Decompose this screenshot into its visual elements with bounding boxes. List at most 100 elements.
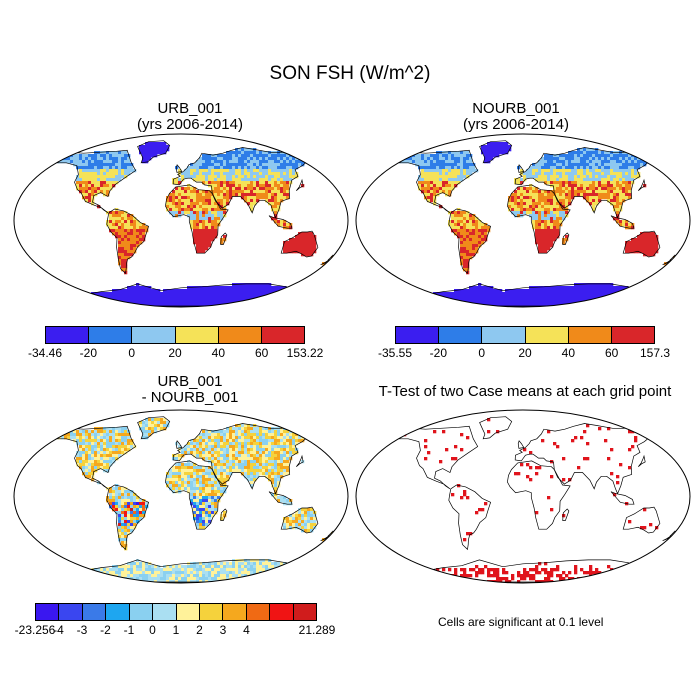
grid-cell <box>97 451 101 455</box>
grid-cell <box>118 151 122 155</box>
grid-cell <box>241 466 245 470</box>
grid-cell <box>460 298 464 302</box>
grid-cell <box>538 304 542 307</box>
grid-cell <box>511 301 515 305</box>
grid-cell <box>574 286 578 290</box>
grid-cell <box>427 181 431 185</box>
grid-cell <box>559 220 563 224</box>
grid-cell <box>205 499 209 503</box>
grid-cell <box>172 475 176 479</box>
grid-cell <box>100 181 104 185</box>
grid-cell <box>493 295 497 299</box>
grid-cell <box>586 301 590 305</box>
grid-cell <box>106 184 110 188</box>
grid-cell <box>217 190 221 194</box>
grid-cell <box>64 433 68 437</box>
grid-cell <box>619 154 623 158</box>
coastline-eurasia <box>514 147 660 219</box>
grid-cell <box>463 250 467 254</box>
grid-cell <box>535 223 539 227</box>
grid-cell <box>217 202 221 206</box>
grid-cell <box>430 187 434 191</box>
grid-cell <box>547 202 551 206</box>
grid-cell <box>181 451 185 455</box>
grid-cell <box>553 208 557 212</box>
grid-cell <box>202 214 206 218</box>
grid-cell <box>553 187 557 191</box>
grid-cell <box>106 292 110 296</box>
grid-cell <box>112 451 116 455</box>
grid-cell <box>85 466 89 470</box>
grid-cell <box>142 145 146 149</box>
grid-cell <box>82 187 86 191</box>
grid-cell <box>247 154 251 158</box>
grid-cell <box>628 223 632 227</box>
grid-cell <box>520 208 524 212</box>
grid-cell <box>568 178 572 182</box>
grid-cell <box>451 223 455 227</box>
grid-cell <box>124 250 128 254</box>
grid-cell <box>118 427 122 431</box>
grid-cell <box>484 301 488 305</box>
grid-cell <box>190 463 194 467</box>
grid-cell <box>205 517 209 521</box>
grid-cell <box>451 166 455 170</box>
grid-cell <box>622 160 626 164</box>
grid-cell <box>646 157 650 161</box>
grid-cell <box>262 175 266 179</box>
grid-cell <box>178 454 182 458</box>
grid-cell <box>247 448 251 452</box>
grid-cell <box>220 490 224 494</box>
grid-cell <box>586 289 590 293</box>
grid-cell <box>112 430 116 434</box>
grid-cell <box>628 157 632 161</box>
grid-cell <box>430 181 434 185</box>
grid-cell <box>514 211 518 215</box>
grid-cell <box>304 517 308 521</box>
grid-cell <box>262 172 266 176</box>
grid-cell <box>229 436 233 440</box>
grid-cell <box>490 157 494 161</box>
grid-cell <box>451 217 455 221</box>
grid-cell <box>454 160 458 164</box>
grid-cell <box>547 298 551 302</box>
grid-cell <box>283 526 287 530</box>
grid-cell <box>148 424 152 428</box>
grid-cell <box>583 175 587 179</box>
grid-cell <box>130 445 134 449</box>
grid-cell <box>130 238 134 242</box>
grid-cell <box>538 202 542 206</box>
grid-cell <box>193 214 197 218</box>
grid-cell <box>577 193 581 197</box>
grid-cell <box>463 262 467 266</box>
grid-cell <box>211 499 215 503</box>
grid-cell <box>607 151 611 155</box>
grid-cell <box>226 445 230 449</box>
grid-cell <box>208 196 212 200</box>
grid-cell <box>613 217 617 221</box>
grid-cell <box>631 169 635 173</box>
grid-cell <box>268 166 272 170</box>
grid-cell <box>118 223 122 227</box>
grid-cell <box>457 166 461 170</box>
grid-cell <box>517 208 521 212</box>
grid-cell <box>550 208 554 212</box>
grid-cell <box>478 220 482 224</box>
grid-cell <box>121 241 125 245</box>
grid-cell <box>286 154 290 158</box>
grid-cell <box>625 157 629 161</box>
grid-cell <box>472 286 476 290</box>
grid-cell <box>214 460 218 464</box>
grid-cell <box>550 196 554 200</box>
grid-cell <box>190 445 194 449</box>
grid-cell <box>121 451 125 455</box>
grid-cell <box>175 289 179 293</box>
grid-cell <box>247 157 251 161</box>
grid-cell <box>106 187 110 191</box>
grid-cell <box>418 187 422 191</box>
grid-cell <box>247 292 251 296</box>
grid-cell <box>559 208 563 212</box>
grid-cell <box>112 172 116 176</box>
grid-cell <box>421 190 425 194</box>
grid-cell <box>127 250 131 254</box>
